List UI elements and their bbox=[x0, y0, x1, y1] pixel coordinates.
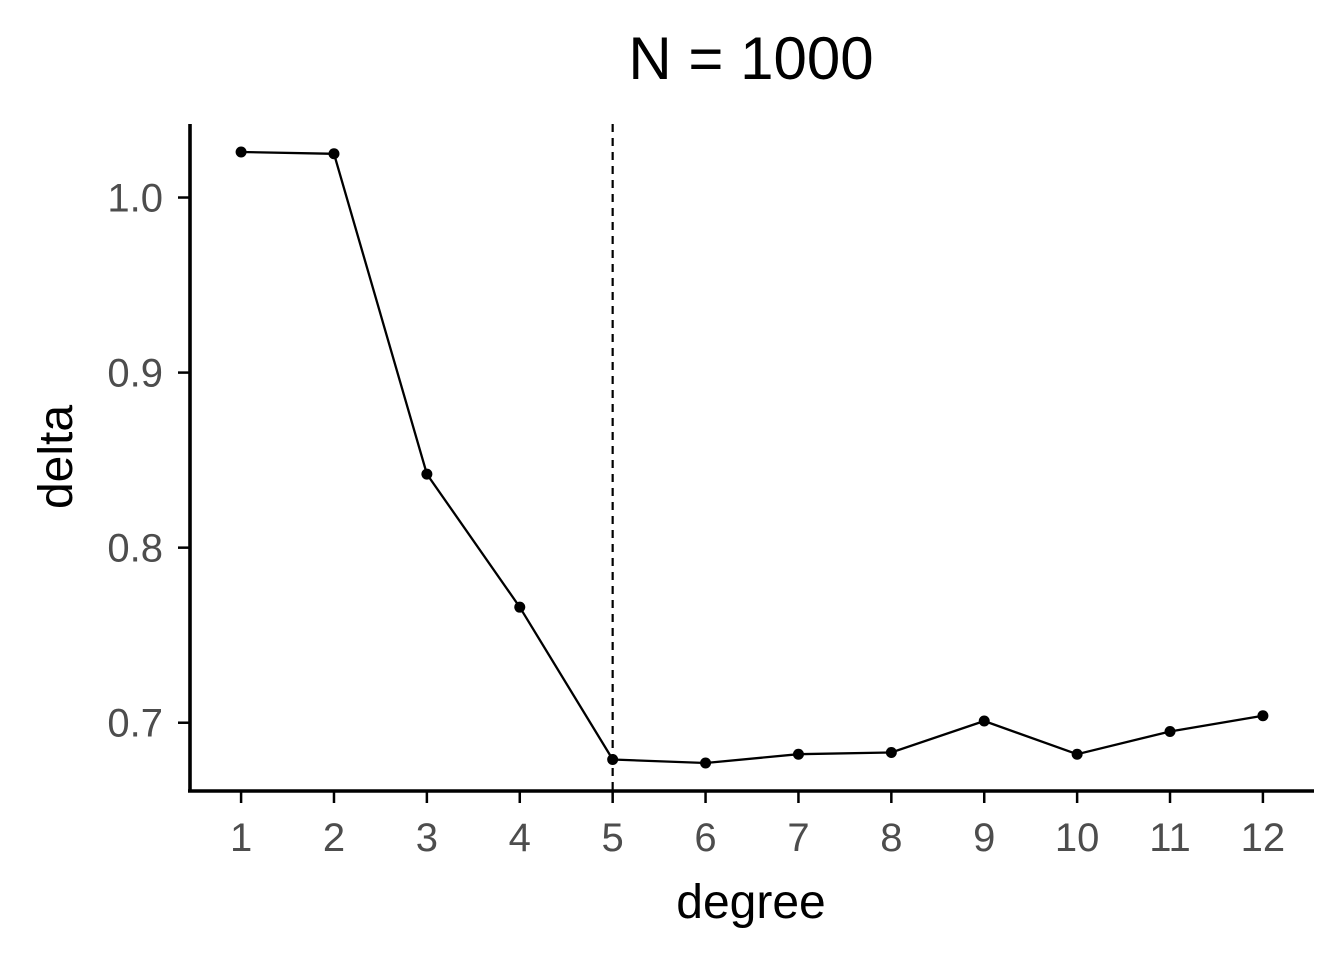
y-tick-label: 1.0 bbox=[107, 177, 163, 221]
series-layer bbox=[235, 146, 1269, 769]
x-axis-ticks: 1 2 3 4 5 6 7 8 9 10 11 12 bbox=[230, 791, 1285, 860]
data-point bbox=[1257, 710, 1269, 722]
x-tick-label: 3 bbox=[416, 816, 438, 860]
chart-title: N = 1000 bbox=[628, 25, 873, 92]
x-tick-label: 8 bbox=[880, 816, 902, 860]
y-axis-ticks: 0.7 0.8 0.9 1.0 bbox=[107, 177, 190, 746]
data-point bbox=[514, 601, 526, 613]
x-tick-label: 1 bbox=[230, 816, 252, 860]
data-point bbox=[978, 715, 990, 727]
x-axis-title: degree bbox=[676, 876, 825, 929]
data-point bbox=[421, 468, 433, 480]
x-tick-label: 6 bbox=[694, 816, 716, 860]
x-tick-label: 10 bbox=[1055, 816, 1100, 860]
y-axis-title: delta bbox=[30, 405, 83, 509]
y-tick-label: 0.8 bbox=[107, 527, 163, 571]
data-point bbox=[885, 746, 897, 758]
x-tick-label: 12 bbox=[1241, 816, 1286, 860]
x-tick-label: 4 bbox=[509, 816, 531, 860]
data-point bbox=[1071, 748, 1083, 760]
data-point bbox=[607, 753, 619, 765]
y-tick-label: 0.9 bbox=[107, 352, 163, 396]
data-point bbox=[700, 757, 712, 769]
x-tick-label: 7 bbox=[787, 816, 809, 860]
x-tick-label: 5 bbox=[602, 816, 624, 860]
data-point bbox=[1164, 725, 1176, 737]
x-tick-label: 9 bbox=[973, 816, 995, 860]
data-point bbox=[792, 748, 804, 760]
y-tick-label: 0.7 bbox=[107, 702, 163, 746]
x-tick-label: 2 bbox=[323, 816, 345, 860]
series-line bbox=[241, 150, 1264, 765]
data-point bbox=[328, 148, 340, 160]
x-tick-label: 11 bbox=[1149, 816, 1191, 860]
data-point bbox=[235, 146, 247, 158]
